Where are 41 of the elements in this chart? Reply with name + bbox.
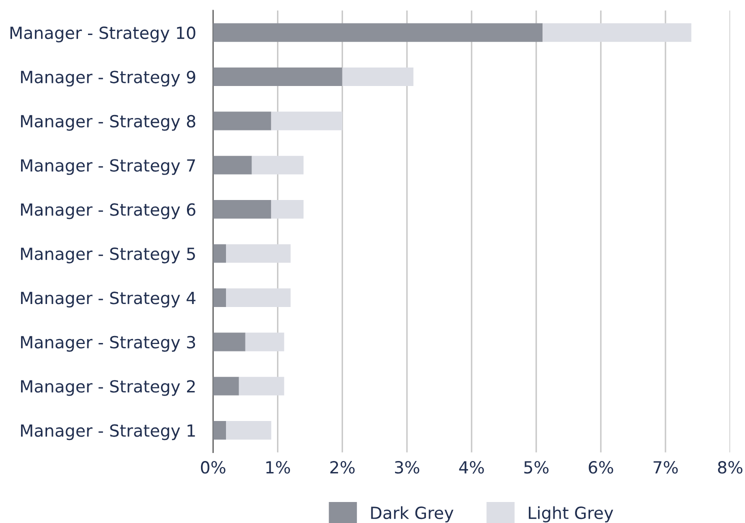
bar (271, 200, 304, 219)
bar (213, 332, 246, 352)
y-tick-label: Manager - Strategy 7 (21, 159, 195, 175)
y-tick-label: Manager - Strategy 2 (21, 380, 195, 396)
legend-label: Dark Grey (371, 506, 454, 522)
y-tick-label: Manager - Strategy 10 (10, 26, 196, 42)
x-tick-label: 8% (718, 461, 742, 474)
x-tick-label: 7% (654, 461, 678, 474)
bar (271, 112, 342, 130)
y-tick-label: Manager - Strategy 4 (21, 292, 196, 308)
y-tick-label: Manager - Strategy 8 (21, 114, 196, 131)
x-tick-label: 1% (266, 461, 290, 474)
y-tick-label: Manager - Strategy 1 (21, 424, 195, 440)
y-tick-label: Manager - Strategy 9 (21, 70, 196, 87)
x-tick-label: 6% (588, 461, 614, 474)
bar (213, 421, 226, 440)
legend-label: Light Grey (528, 506, 614, 522)
bar (252, 156, 304, 174)
x-tick-label: 4% (459, 461, 484, 474)
x-tick-label: 3% (395, 461, 420, 474)
bar (213, 112, 272, 130)
bar (213, 23, 543, 42)
bar (213, 376, 239, 396)
bar (226, 244, 291, 263)
y-tick-label: Manager - Strategy 6 (21, 203, 196, 220)
x-tick-label: 5% (524, 461, 549, 474)
y-tick-label: Manager - Strategy 3 (21, 336, 196, 352)
bar (213, 288, 226, 307)
bar (213, 244, 226, 263)
bar (226, 421, 272, 440)
bar (213, 200, 272, 219)
bar (342, 67, 414, 86)
x-tick-label: 0% (200, 461, 226, 474)
bar (213, 67, 342, 86)
bar (542, 23, 692, 42)
bar (226, 288, 291, 307)
y-tick-label: Manager - Strategy 5 (21, 247, 195, 264)
bar (238, 376, 284, 396)
bar (213, 156, 252, 174)
x-tick-label: 2% (330, 461, 355, 474)
bar (245, 332, 284, 352)
